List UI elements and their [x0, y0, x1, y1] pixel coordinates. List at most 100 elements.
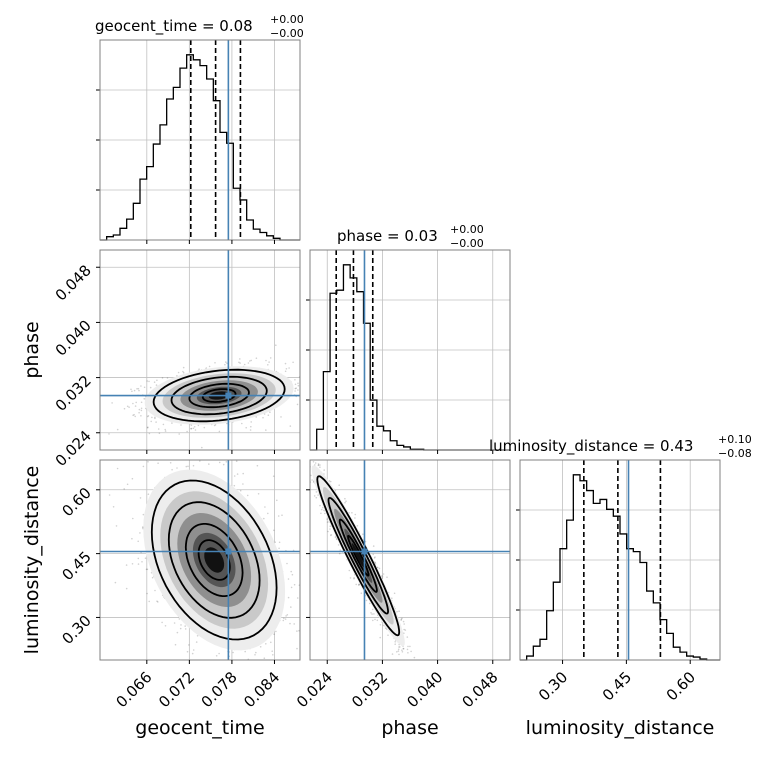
y-tick-label: 0.45: [58, 548, 94, 584]
sample-point: [177, 371, 180, 374]
sample-point: [128, 406, 130, 409]
sample-point: [180, 424, 182, 426]
sample-point: [374, 556, 376, 558]
sample-point: [287, 578, 290, 580]
y-tick-label: 0.30: [58, 612, 94, 648]
sample-point: [179, 627, 182, 630]
sample-point: [276, 499, 278, 502]
sample-point: [311, 457, 313, 459]
sample-point: [195, 641, 198, 643]
sample-point: [218, 652, 220, 655]
sample-point: [399, 646, 401, 648]
contour-line: [152, 368, 286, 423]
sample-point: [356, 525, 359, 527]
sample-point: [249, 360, 251, 362]
sample-point: [158, 432, 161, 435]
contour-line: [316, 475, 401, 637]
y-tick-label: 0.024: [52, 427, 95, 470]
sample-point: [140, 401, 143, 404]
sample-point: [297, 382, 299, 385]
sample-point: [378, 567, 381, 570]
sample-point: [146, 415, 149, 418]
x-tick-label: 0.024: [293, 668, 336, 711]
sample-point: [344, 497, 346, 500]
sample-point: [291, 573, 294, 576]
sample-point: [262, 416, 264, 419]
sample-point: [317, 464, 320, 466]
panel-frame: [309, 249, 511, 451]
sample-point: [354, 517, 356, 519]
sample-point: [278, 541, 281, 544]
sample-point: [406, 636, 409, 638]
sample-point: [233, 475, 236, 477]
sample-point: [296, 597, 299, 599]
sample-point: [131, 563, 134, 565]
sample-point: [191, 652, 194, 655]
contour-line: [338, 518, 378, 593]
sample-point: [149, 386, 152, 389]
sample-point: [284, 618, 287, 620]
sample-point: [381, 575, 384, 577]
sample-point: [398, 646, 400, 648]
sample-point: [413, 683, 415, 685]
sample-point: [297, 389, 299, 391]
sample-point: [338, 484, 341, 487]
sample-point: [344, 501, 346, 504]
sample-point: [294, 387, 297, 390]
sample-point: [140, 407, 143, 410]
sample-point: [196, 635, 199, 637]
sample-point: [155, 421, 157, 423]
x-axis-label-luminosity-distance: luminosity_distance: [526, 717, 715, 739]
density-fill: [351, 543, 365, 569]
sample-point: [304, 432, 306, 434]
sample-point: [245, 426, 247, 429]
sample-point: [156, 600, 158, 602]
sample-point: [391, 597, 393, 599]
sample-point: [157, 428, 160, 430]
sample-point: [164, 625, 167, 627]
marginal-title-luminosity-distance-lower: −0.08: [718, 447, 752, 460]
sample-point: [156, 379, 158, 382]
sample-point: [236, 473, 239, 475]
y-axis-label-luminosity-distance: luminosity_distance: [21, 466, 43, 655]
sample-point: [162, 423, 165, 426]
sample-point: [353, 577, 355, 580]
contour-line: [347, 535, 370, 577]
sample-point: [218, 461, 221, 464]
x-tick-label: 0.048: [458, 668, 501, 711]
sample-point: [311, 454, 313, 456]
sample-point: [134, 405, 137, 407]
sample-point: [273, 633, 275, 635]
sample-point: [337, 544, 340, 546]
sample-point: [267, 364, 269, 366]
sample-point: [313, 495, 316, 497]
x-tick-label: 0.084: [240, 668, 283, 711]
sample-point: [286, 614, 289, 616]
sample-point: [148, 458, 150, 460]
sample-point: [382, 624, 385, 627]
sample-point: [140, 409, 143, 412]
sample-point: [271, 650, 274, 652]
sample-point: [396, 610, 398, 613]
sample-point: [305, 460, 307, 462]
sample-point: [146, 568, 149, 571]
sample-point: [286, 562, 288, 565]
sample-point: [116, 467, 119, 470]
sample-point: [315, 496, 318, 499]
sample-point: [154, 589, 156, 592]
sample-point: [267, 512, 269, 515]
joint-density: [108, 458, 300, 660]
sample-point: [329, 525, 332, 527]
y-tick-label: 0.048: [52, 261, 95, 304]
sample-point: [403, 623, 406, 625]
sample-point: [386, 576, 388, 578]
sample-point: [256, 464, 259, 467]
sample-point: [126, 483, 129, 486]
sample-point: [324, 512, 326, 515]
sample-point: [199, 460, 201, 462]
sample-point: [225, 461, 228, 463]
sample-point: [398, 653, 400, 656]
sample-point: [138, 411, 140, 414]
sample-point: [330, 534, 333, 536]
panel-frame: [99, 249, 301, 451]
